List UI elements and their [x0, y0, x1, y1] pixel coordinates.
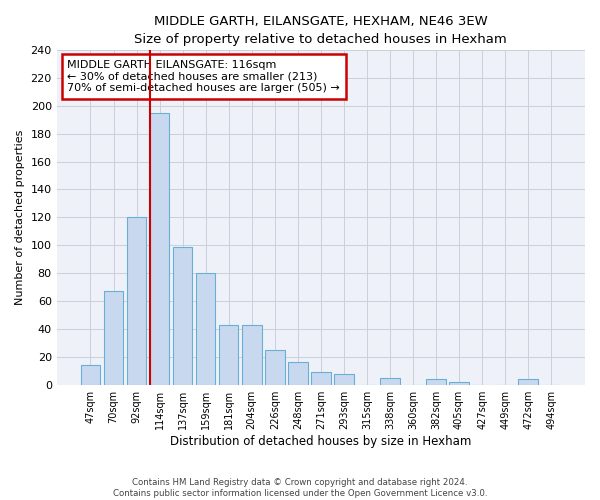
- Bar: [219, 324, 238, 384]
- Bar: [196, 273, 215, 384]
- Title: MIDDLE GARTH, EILANSGATE, HEXHAM, NE46 3EW
Size of property relative to detached: MIDDLE GARTH, EILANSGATE, HEXHAM, NE46 3…: [134, 15, 507, 46]
- Bar: [518, 379, 538, 384]
- Bar: [150, 112, 169, 384]
- Bar: [426, 379, 446, 384]
- Bar: [334, 374, 353, 384]
- Bar: [449, 382, 469, 384]
- Y-axis label: Number of detached properties: Number of detached properties: [15, 130, 25, 305]
- Bar: [288, 362, 308, 384]
- X-axis label: Distribution of detached houses by size in Hexham: Distribution of detached houses by size …: [170, 434, 472, 448]
- Bar: [265, 350, 284, 384]
- Bar: [173, 246, 193, 384]
- Bar: [380, 378, 400, 384]
- Bar: [80, 365, 100, 384]
- Text: MIDDLE GARTH EILANSGATE: 116sqm
← 30% of detached houses are smaller (213)
70% o: MIDDLE GARTH EILANSGATE: 116sqm ← 30% of…: [67, 60, 340, 93]
- Text: Contains HM Land Registry data © Crown copyright and database right 2024.
Contai: Contains HM Land Registry data © Crown c…: [113, 478, 487, 498]
- Bar: [311, 372, 331, 384]
- Bar: [242, 324, 262, 384]
- Bar: [104, 292, 123, 384]
- Bar: [127, 218, 146, 384]
